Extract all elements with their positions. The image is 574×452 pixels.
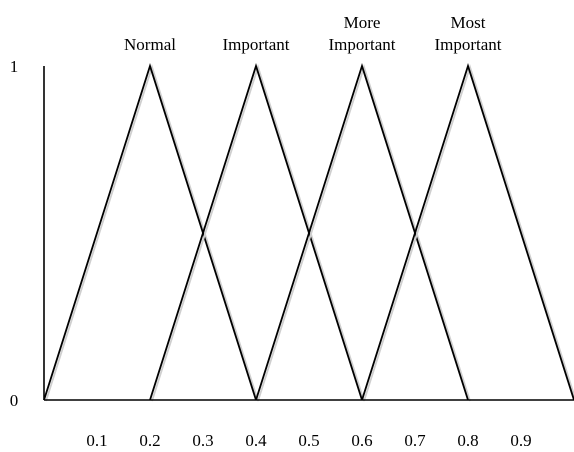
x-tick-label: 0.3 [192, 431, 213, 450]
series-label-normal: Normal [124, 35, 176, 54]
x-tick-label: 0.1 [86, 431, 107, 450]
y-tick-label: 0 [10, 391, 19, 410]
x-tick-label: 0.7 [404, 431, 426, 450]
series-label-layer: Normal Important More Important Most Importan… [124, 13, 502, 54]
series-line-important [149, 63, 363, 401]
series-line-normal [43, 63, 257, 401]
series-line-most-important [361, 63, 574, 401]
x-tick-label: 0.6 [351, 431, 372, 450]
x-tick-label: 0.2 [139, 431, 160, 450]
series-shadow-important [151, 64, 365, 402]
series-shadow-most-important [363, 64, 574, 402]
x-tick-label: 0.5 [298, 431, 319, 450]
series-line-more-important [255, 63, 469, 401]
x-tick-label: 0.4 [245, 431, 267, 450]
series-shadow-normal [45, 64, 259, 402]
series-layer [43, 63, 574, 402]
series-label-most-important: Most Important [434, 13, 501, 54]
series-shadow-more-important [257, 64, 471, 402]
y-tick-label: 1 [10, 57, 19, 76]
x-tick-label: 0.8 [457, 431, 478, 450]
series-label-important: Important [222, 35, 289, 54]
tick-layer: 0.1 0.2 0.3 0.4 0.5 0.6 0.7 0.8 0.9 0 1 [10, 57, 532, 450]
x-tick-label: 0.9 [510, 431, 531, 450]
series-label-more-important: More Important [328, 13, 395, 54]
